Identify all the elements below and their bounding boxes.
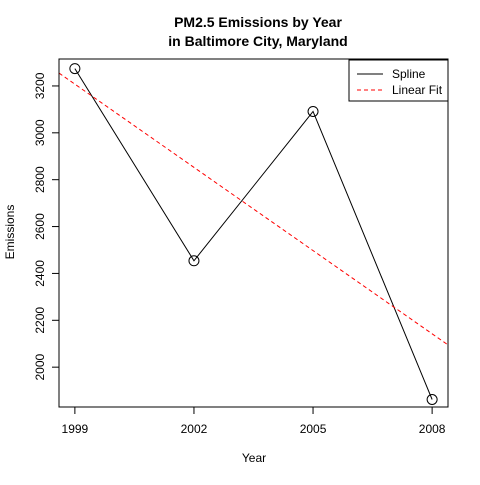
data-point-spline-2008	[426, 394, 438, 406]
y-tick-label-2600: 2600	[33, 213, 47, 240]
series-line-spline	[74, 68, 433, 400]
chart-title-line-2: in Baltimore City, Maryland	[168, 33, 347, 49]
x-tick-label-1999: 1999	[62, 422, 89, 436]
legend: Spline Linear Fit	[348, 59, 449, 102]
series-line-linear-fit	[58, 72, 449, 346]
data-point-spline-2002	[188, 255, 200, 267]
data-point-spline-1999	[69, 63, 81, 75]
x-tick-label-2005: 2005	[300, 422, 327, 436]
x-axis-label: Year	[242, 451, 266, 465]
legend-box	[348, 59, 449, 102]
x-tick-label-2002: 2002	[181, 422, 208, 436]
y-axis-label: Emissions	[3, 205, 17, 260]
plot-frame	[58, 58, 449, 408]
data-point-spline-2005	[307, 105, 319, 117]
y-tick-label-3000: 3000	[33, 119, 47, 146]
y-tick-label-2400: 2400	[33, 260, 47, 287]
y-tick-label-3200: 3200	[33, 72, 47, 99]
legend-label-linear-fit: Linear Fit	[392, 83, 443, 97]
y-tick-label-2000: 2000	[33, 353, 47, 380]
x-tick-label-2008: 2008	[419, 422, 446, 436]
legend-label-spline: Spline	[392, 67, 426, 81]
y-tick-label-2800: 2800	[33, 166, 47, 193]
chart-title-line-1: PM2.5 Emissions by Year	[174, 14, 342, 30]
plot-area: 1999 2002 2005 2008 2000 2200 2400 2600 2800 3000…	[33, 63, 449, 436]
y-tick-label-2200: 2200	[33, 307, 47, 334]
